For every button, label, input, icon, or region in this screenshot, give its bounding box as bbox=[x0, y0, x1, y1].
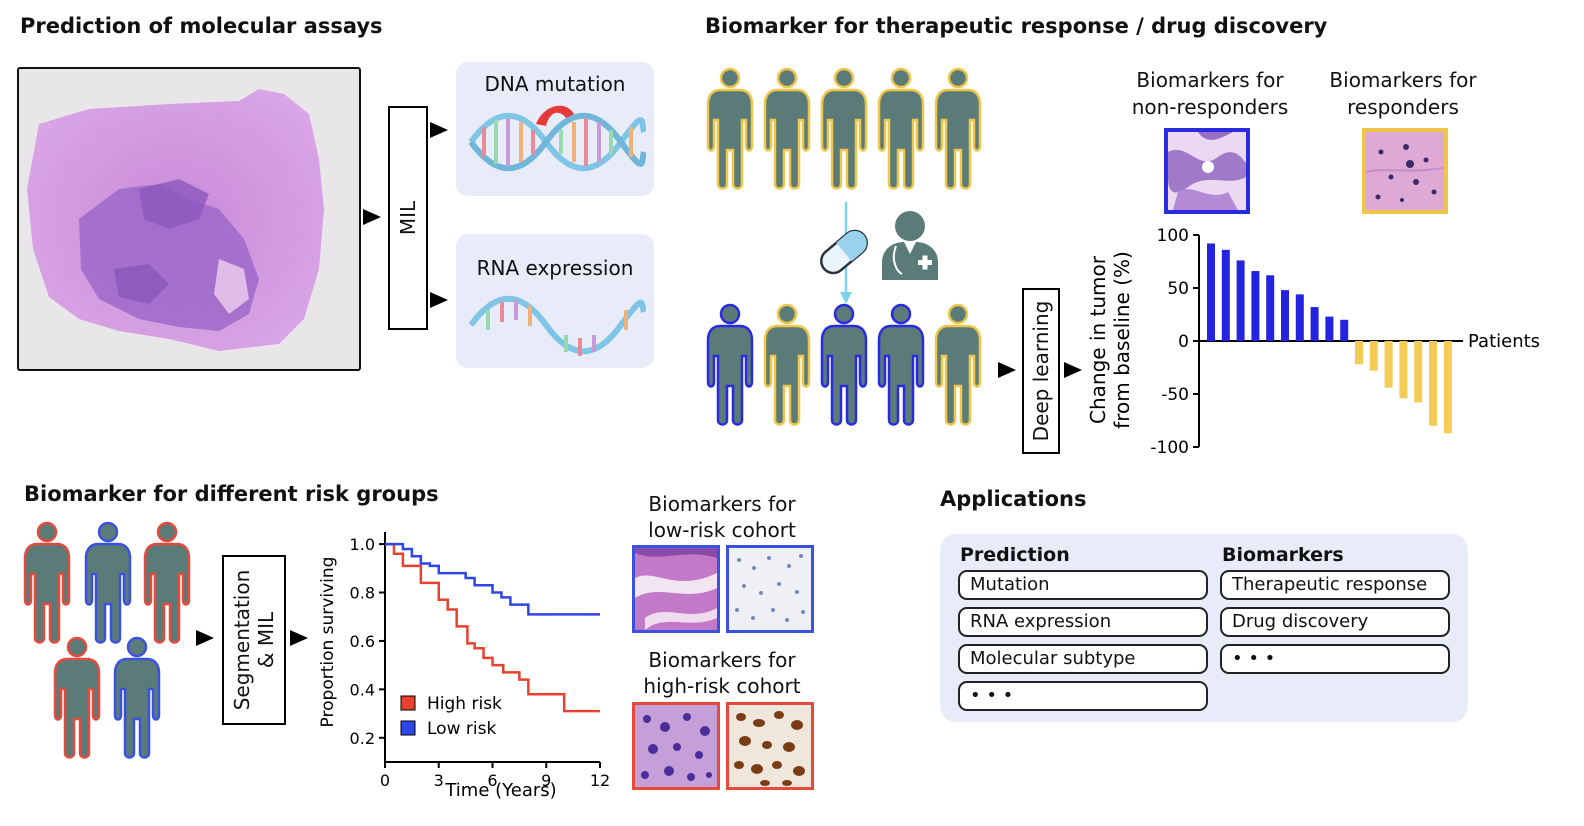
survival-chart: 1.0 0.8 0.6 0.4 0.2 0 3 6 9 12 Proportion survivi… bbox=[318, 532, 610, 801]
waterfall-y-tick-label: -100 bbox=[1150, 438, 1189, 458]
responder-bar bbox=[1399, 341, 1408, 399]
legend-swatch bbox=[400, 695, 416, 711]
survival-xlabel: Time (Years) bbox=[444, 780, 556, 801]
arrow-icon bbox=[998, 362, 1016, 378]
lowrisk-title-line2: low-risk cohort bbox=[648, 518, 796, 542]
lowrisk-title-line1: Biomarkers for bbox=[648, 492, 796, 516]
low-risk-curve bbox=[385, 542, 600, 616]
nonresponder-bar bbox=[1266, 275, 1275, 341]
prediction-item-molecular-subtype: Molecular subtype bbox=[958, 644, 1208, 674]
legend-label: Low risk bbox=[427, 719, 496, 739]
applications-section-title: Applications bbox=[940, 487, 1087, 511]
prediction-item-more: • • • bbox=[958, 681, 1208, 711]
prediction-item-mutation: Mutation bbox=[958, 570, 1208, 600]
deep-learning-label: Deep learning bbox=[1029, 300, 1053, 442]
risk-section-title: Biomarker for different risk groups bbox=[24, 482, 439, 506]
highrisk-title-line2: high-risk cohort bbox=[643, 674, 801, 698]
legend-swatch bbox=[400, 720, 416, 736]
arrow-icon bbox=[363, 209, 381, 225]
nonresponder-bar bbox=[1325, 316, 1334, 341]
survival-y-tick-label: 0.4 bbox=[350, 680, 375, 699]
dna-helix-mutation-icon bbox=[468, 105, 646, 172]
responder-bar bbox=[1355, 341, 1363, 365]
survival-x-tick-label: 6 bbox=[487, 771, 497, 790]
therapeutic-section-title: Biomarker for therapeutic response / dru… bbox=[705, 14, 1328, 38]
survival-x-tick-label: 0 bbox=[380, 771, 390, 790]
segmentation-label-line2: & MIL bbox=[254, 611, 278, 669]
nonresponder-bar bbox=[1281, 290, 1289, 341]
biomarker-item-more: • • • bbox=[1220, 644, 1450, 674]
survival-y-tick-label: 1.0 bbox=[350, 535, 375, 554]
waterfall-xlabel: Patients bbox=[1468, 331, 1540, 352]
nonresponder-bar bbox=[1236, 260, 1245, 341]
responder-histology-thumbnail bbox=[1362, 128, 1448, 214]
survival-y-tick-label: 0.2 bbox=[350, 729, 375, 748]
whole-slide-image bbox=[17, 67, 361, 371]
survival-y-tick-label: 0.8 bbox=[350, 584, 375, 603]
responder-bar bbox=[1369, 341, 1378, 371]
biomarker-item-therapeutic-response: Therapeutic response bbox=[1220, 570, 1450, 600]
legend-label: High risk bbox=[427, 694, 502, 714]
waterfall-y-tick-label: 50 bbox=[1167, 279, 1189, 299]
highrisk-ihc-thumbnail bbox=[726, 702, 814, 790]
survival-ylabel: Proportion surviving bbox=[318, 557, 338, 728]
nonresponder-bar bbox=[1221, 249, 1230, 341]
segmentation-label-line1: Segmentation bbox=[230, 569, 254, 711]
nonresponder-bar bbox=[1251, 271, 1260, 341]
waterfall-y-tick-label: 0 bbox=[1178, 332, 1189, 352]
dna-mutation-label: DNA mutation bbox=[484, 72, 626, 96]
highrisk-he-thumbnail bbox=[632, 702, 720, 790]
arrow-icon bbox=[1064, 362, 1082, 378]
applications-panel: Prediction Biomarkers Mutation RNA expre… bbox=[940, 534, 1468, 722]
survival-x-tick-label: 12 bbox=[590, 771, 610, 790]
nonresponder-bar bbox=[1340, 319, 1349, 341]
dna-mutation-card: DNA mutation bbox=[456, 62, 654, 196]
biomarker-item-drug-discovery: Drug discovery bbox=[1220, 607, 1450, 637]
arrow-icon bbox=[430, 122, 448, 138]
waterfall-y-tick-label: -50 bbox=[1161, 385, 1189, 405]
patient-cohort-graphic bbox=[706, 67, 982, 426]
responder-bar bbox=[1384, 341, 1393, 388]
molecular-section-title: Prediction of molecular assays bbox=[20, 14, 383, 38]
nonresponder-bar bbox=[1295, 294, 1304, 341]
nonresponder-bar bbox=[1207, 243, 1215, 341]
responders-title-line1: Biomarkers for bbox=[1329, 68, 1477, 92]
nonresponders-title-line1: Biomarkers for bbox=[1136, 68, 1284, 92]
responder-bar bbox=[1414, 341, 1423, 403]
waterfall-ylabel-line2: from baseline (%) bbox=[1110, 251, 1134, 429]
segmentation-mil-label: Segmentation & MIL bbox=[230, 570, 278, 711]
lowrisk-he-thumbnail bbox=[632, 545, 720, 633]
responders-title-line2: responders bbox=[1347, 95, 1459, 119]
arrow-icon bbox=[196, 630, 214, 646]
nonresponders-title-line2: non-responders bbox=[1131, 95, 1289, 119]
survival-y-tick-label: 0.6 bbox=[350, 632, 375, 651]
arrow-icon bbox=[430, 292, 448, 308]
nonresponder-histology-thumbnail bbox=[1164, 128, 1250, 214]
survival-x-tick-label: 3 bbox=[434, 771, 444, 790]
rna-expression-card: RNA expression bbox=[456, 234, 654, 368]
responder-bar bbox=[1443, 341, 1452, 434]
mil-box: MIL bbox=[388, 106, 428, 330]
risk-group-patients bbox=[23, 521, 191, 759]
rna-strand-icon bbox=[468, 295, 646, 356]
prediction-header: Prediction bbox=[960, 544, 1070, 566]
segmentation-mil-box: Segmentation & MIL bbox=[222, 555, 286, 725]
waterfall-y-tick-label: 100 bbox=[1157, 226, 1189, 246]
survival-x-tick-label: 9 bbox=[541, 771, 551, 790]
rna-expression-label: RNA expression bbox=[476, 256, 634, 280]
highrisk-title-line1: Biomarkers for bbox=[648, 648, 796, 672]
waterfall-ylabel-line1: Change in tumor bbox=[1086, 255, 1110, 424]
nonresponder-bar bbox=[1310, 307, 1319, 341]
high-risk-curve bbox=[385, 542, 600, 713]
deep-learning-box: Deep learning bbox=[1022, 288, 1060, 454]
lowrisk-ihc-thumbnail bbox=[726, 545, 814, 633]
arrow-icon bbox=[290, 630, 308, 646]
prediction-item-rna-expression: RNA expression bbox=[958, 607, 1208, 637]
biomarkers-header: Biomarkers bbox=[1222, 544, 1344, 566]
responder-bar bbox=[1429, 341, 1437, 426]
mil-label: MIL bbox=[396, 200, 420, 236]
waterfall-chart: 100 50 0 -50 -100 Change in tumor from basel… bbox=[1086, 226, 1540, 458]
